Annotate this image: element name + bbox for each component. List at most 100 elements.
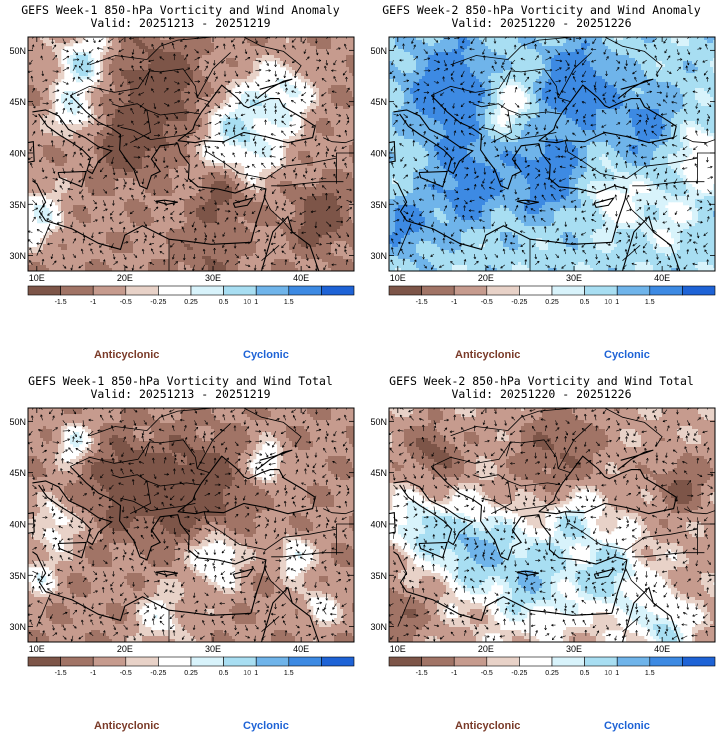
lat-label: 35N bbox=[370, 571, 387, 581]
lon-label: 10E bbox=[29, 644, 45, 654]
colorbar-label: -1 bbox=[451, 299, 457, 306]
legend-anticyclonic: Anticyclonic bbox=[455, 720, 520, 732]
lon-label: 20E bbox=[478, 644, 494, 654]
colorbar-label: -0.5 bbox=[481, 299, 493, 306]
lat-label: 50N bbox=[9, 417, 26, 427]
lon-label: 20E bbox=[478, 273, 494, 283]
colorbar-label: -0.25 bbox=[511, 670, 527, 677]
panel-week1-total: GEFS Week-1 850-hPa Vorticity and Wind T… bbox=[0, 371, 361, 742]
colorbar-unit-label: 10 bbox=[243, 670, 251, 677]
colorbar-label: 1.5 bbox=[645, 670, 655, 677]
colorbar-label: 0.5 bbox=[219, 299, 229, 306]
colorbar: -1.5 -1 -0.5 -0.25 0.25 0.5 1 1.5 10 bbox=[27, 656, 355, 677]
colorbar-label: -0.5 bbox=[481, 670, 493, 677]
lat-label: 40N bbox=[9, 148, 26, 158]
colorbar-label: 1 bbox=[615, 299, 619, 306]
colorbar-label: -0.5 bbox=[120, 670, 132, 677]
lon-label: 10E bbox=[390, 273, 406, 283]
colorbar: -1.5 -1 -0.5 -0.25 0.25 0.5 1 1.5 10 bbox=[388, 285, 716, 306]
panel-title: GEFS Week-2 850-hPa Vorticity and Wind A… bbox=[361, 4, 722, 17]
wind-vectors bbox=[389, 408, 714, 642]
legend-anticyclonic: Anticyclonic bbox=[455, 349, 520, 361]
lon-label: 40E bbox=[654, 273, 670, 283]
colorbar-label: -1 bbox=[90, 670, 96, 677]
lon-label: 30E bbox=[566, 644, 582, 654]
lon-label: 30E bbox=[205, 273, 221, 283]
vorticity-map: 50N 45N 40N 35N 30N 10E 20E 30E 40E -1.5 -1 -0.5 -0.… bbox=[9, 407, 355, 677]
lon-label: 20E bbox=[117, 644, 133, 654]
legend-anticyclonic: Anticyclonic bbox=[94, 720, 159, 732]
colorbar-label: 1.5 bbox=[284, 299, 294, 306]
lon-label: 40E bbox=[293, 644, 309, 654]
lat-label: 30N bbox=[9, 251, 26, 261]
colorbar-unit-label: 10 bbox=[243, 299, 251, 306]
colorbar-unit-label: 10 bbox=[604, 670, 612, 677]
legend-anticyclonic: Anticyclonic bbox=[94, 349, 159, 361]
colorbar-label: 1.5 bbox=[645, 299, 655, 306]
lat-label: 50N bbox=[370, 46, 387, 56]
vorticity-field bbox=[28, 408, 354, 642]
lat-label: 30N bbox=[370, 251, 387, 261]
lon-label: 40E bbox=[293, 273, 309, 283]
lat-label: 35N bbox=[9, 571, 26, 581]
lon-label: 30E bbox=[566, 273, 582, 283]
lat-label: 45N bbox=[370, 468, 387, 478]
colorbar-label: -0.5 bbox=[120, 299, 132, 306]
lat-label: 35N bbox=[370, 200, 387, 210]
colorbar-label: 1 bbox=[254, 299, 258, 306]
legend-cyclonic: Cyclonic bbox=[243, 720, 289, 732]
legend-cyclonic: Cyclonic bbox=[604, 349, 650, 361]
panel-valid-dates: Valid: 20251213 - 20251219 bbox=[0, 388, 361, 401]
vorticity-field bbox=[389, 408, 715, 642]
panel-week2-total: GEFS Week-2 850-hPa Vorticity and Wind T… bbox=[361, 371, 722, 742]
colorbar-label: -0.25 bbox=[150, 299, 166, 306]
panel-valid-dates: Valid: 20251220 - 20251226 bbox=[361, 388, 722, 401]
wind-vectors bbox=[28, 408, 351, 642]
panel-valid-dates: Valid: 20251220 - 20251226 bbox=[361, 17, 722, 30]
vorticity-field bbox=[28, 37, 354, 271]
lat-label: 45N bbox=[9, 97, 26, 107]
lat-label: 45N bbox=[9, 468, 26, 478]
colorbar-label: -1.5 bbox=[416, 670, 428, 677]
colorbar-label: 0.25 bbox=[184, 299, 198, 306]
legend-cyclonic: Cyclonic bbox=[604, 720, 650, 732]
colorbar-label: -1.5 bbox=[55, 299, 67, 306]
colorbar-label: 0.5 bbox=[580, 670, 590, 677]
lat-label: 35N bbox=[9, 200, 26, 210]
lat-label: 40N bbox=[9, 519, 26, 529]
colorbar-label: 1.5 bbox=[284, 670, 294, 677]
colorbar-label: 0.5 bbox=[580, 299, 590, 306]
legend-cyclonic: Cyclonic bbox=[243, 349, 289, 361]
colorbar-label: -1.5 bbox=[55, 670, 67, 677]
colorbar-label: 0.25 bbox=[184, 670, 198, 677]
colorbar-unit-label: 10 bbox=[604, 299, 612, 306]
lat-label: 50N bbox=[9, 46, 26, 56]
vorticity-map: 50N 45N 40N 35N 30N 10E 20E 30E 40E -1.5 -1 -0.5 -0.… bbox=[9, 36, 355, 306]
lat-label: 30N bbox=[370, 622, 387, 632]
wind-vectors bbox=[28, 37, 353, 271]
lon-label: 40E bbox=[654, 644, 670, 654]
vorticity-map: 50N 45N 40N 35N 30N 10E 20E 30E 40E -1.5 -1 -0.5 -0.… bbox=[370, 36, 716, 306]
colorbar-label: -0.25 bbox=[150, 670, 166, 677]
panel-valid-dates: Valid: 20251213 - 20251219 bbox=[0, 17, 361, 30]
colorbar-label: 0.25 bbox=[545, 299, 559, 306]
colorbar-label: -1 bbox=[90, 299, 96, 306]
colorbar: -1.5 -1 -0.5 -0.25 0.25 0.5 1 1.5 10 bbox=[27, 285, 355, 306]
lat-label: 40N bbox=[370, 148, 387, 158]
lat-label: 50N bbox=[370, 417, 387, 427]
lon-label: 10E bbox=[390, 644, 406, 654]
lon-label: 30E bbox=[205, 644, 221, 654]
panel-week2-anomaly: GEFS Week-2 850-hPa Vorticity and Wind A… bbox=[361, 0, 722, 371]
vorticity-map: 50N 45N 40N 35N 30N 10E 20E 30E 40E -1.5 -1 -0.5 -0.… bbox=[370, 407, 716, 677]
panel-title: GEFS Week-1 850-hPa Vorticity and Wind A… bbox=[0, 4, 361, 17]
colorbar-label: -1.5 bbox=[416, 299, 428, 306]
panel-title: GEFS Week-1 850-hPa Vorticity and Wind T… bbox=[0, 375, 361, 388]
colorbar-label: 0.5 bbox=[219, 670, 229, 677]
lon-label: 20E bbox=[117, 273, 133, 283]
colorbar-label: 0.25 bbox=[545, 670, 559, 677]
lon-label: 10E bbox=[29, 273, 45, 283]
panel-title: GEFS Week-2 850-hPa Vorticity and Wind T… bbox=[361, 375, 722, 388]
colorbar: -1.5 -1 -0.5 -0.25 0.25 0.5 1 1.5 10 bbox=[388, 656, 716, 677]
colorbar-label: -1 bbox=[451, 670, 457, 677]
colorbar-label: 1 bbox=[615, 670, 619, 677]
